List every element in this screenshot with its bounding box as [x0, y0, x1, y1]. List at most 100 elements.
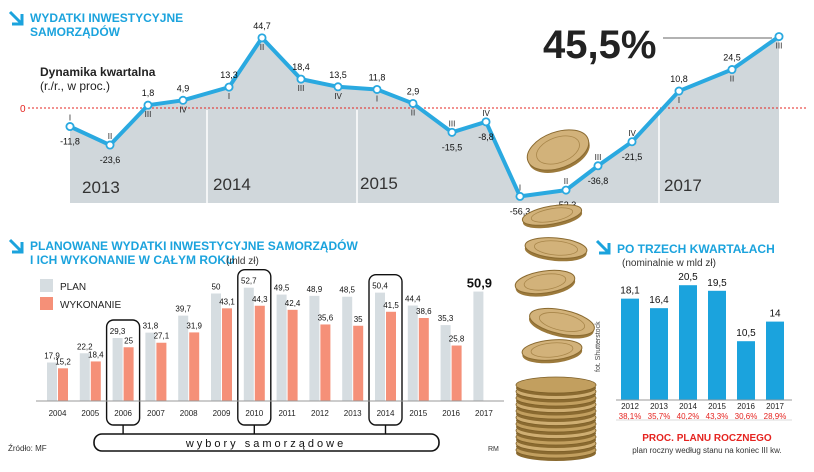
bar-exec: [156, 342, 167, 401]
q3-bar-label: 18,1: [620, 286, 640, 297]
q3-percent-label: 40,2%: [677, 412, 700, 421]
q3-percent-label: 35,7%: [648, 412, 671, 421]
q3-x-tick-label: 2016: [737, 402, 755, 411]
coin-icon: [529, 307, 595, 339]
q3-bar: [708, 290, 726, 400]
line-value-label: 13,3: [220, 70, 238, 80]
x-tick-label: 2007: [147, 409, 165, 418]
top-subtitle-line1: Dynamika kwartalna: [40, 65, 156, 79]
bar-plan-label: 22,2: [77, 342, 93, 351]
q3-x-tick-label: 2015: [708, 402, 726, 411]
election-label: wybory samorządowe: [185, 438, 346, 450]
line-point: [727, 65, 737, 75]
x-tick-label: 2014: [377, 409, 395, 418]
quarter-label: III: [776, 42, 783, 51]
coin-icon: [524, 237, 588, 262]
line-point: [627, 137, 637, 147]
x-tick-label: 2009: [213, 409, 231, 418]
bar-plan: [112, 338, 123, 401]
line-value-label: -56,3: [510, 206, 531, 216]
bar-plan-label: 49,5: [274, 284, 290, 293]
bar-exec-label: 44,3: [252, 295, 268, 304]
year-dividers: [206, 110, 660, 204]
quarter-label: I: [519, 183, 521, 192]
bar-plan: [145, 332, 156, 401]
q3-x-tick-label: 2013: [650, 402, 668, 411]
line-point: [481, 117, 491, 127]
line-points: I-11,8 II-23,6III1,8IV4,9I13,3II44,7III18…: [60, 21, 784, 216]
x-tick-label: 2016: [442, 409, 460, 418]
quarter-label: IV: [482, 109, 490, 118]
line-value-label: -8,8: [478, 132, 494, 142]
q3-bar: [737, 341, 755, 400]
quarter-label: II: [260, 43, 264, 52]
line-value-label: 1,8: [142, 88, 155, 98]
bar-exec-label: 15,2: [55, 357, 71, 366]
line-point: [774, 32, 784, 42]
line-point: [224, 82, 234, 92]
q3-bar-label: 19,5: [707, 278, 727, 289]
highlight-percent: 45,5%: [543, 23, 656, 67]
line-value-label: -21,5: [622, 152, 643, 162]
coin-icon: [514, 269, 576, 297]
top-subtitle-line2: (r./r., w proc.): [40, 79, 110, 93]
bar-exec-label: 18,4: [88, 350, 104, 359]
year-label: 2013: [82, 178, 120, 197]
coin-icon: [521, 204, 583, 229]
quarter-label: I: [678, 96, 680, 105]
bottom-left-header: PLANOWANE WYDATKI INWESTYCYJNE SAMORZĄDÓ…: [8, 238, 358, 267]
line-value-label: -15,5: [442, 142, 463, 152]
q3-x-tick-label: 2012: [621, 402, 639, 411]
coin-stack-illustration: fot. Shutterstock: [514, 129, 602, 461]
top-header: WYDATKI INWESTYCYJNE SAMORZĄDÓW Dynamika…: [8, 10, 183, 93]
bar-plan-label: 48,9: [307, 285, 323, 294]
quarter-label: III: [449, 119, 456, 128]
bar-plan: [243, 287, 254, 401]
bar-exec: [451, 345, 462, 401]
quarter-label: IV: [334, 92, 342, 101]
bar-plan-label: 50: [212, 283, 221, 292]
bar-exec: [353, 325, 364, 401]
line-point: [105, 140, 115, 150]
x-tick-label: 2017: [475, 409, 493, 418]
line-point: [515, 191, 525, 201]
q3-bar-label: 16,4: [649, 295, 669, 306]
bl-title-line2: I ICH WYKONANIE W CAŁYM ROKU: [30, 253, 235, 267]
bar-exec-label: 31,9: [186, 321, 202, 330]
quarter-label: IV: [179, 105, 187, 114]
bar-plan: [276, 294, 287, 401]
author-credit: RM: [488, 446, 499, 453]
bl-title-line1: PLANOWANE WYDATKI INWESTYCYJNE SAMORZĄDÓ…: [30, 238, 358, 253]
quarter-label: II: [564, 177, 568, 186]
bar-exec-label: 35: [354, 315, 363, 324]
bar-plan-label: 31,8: [143, 322, 159, 331]
x-tick-label: 2005: [81, 409, 99, 418]
legend-swatch-exec: [40, 297, 53, 310]
line-point: [674, 86, 684, 96]
q3-percent-label: 43,3%: [706, 412, 729, 421]
x-tick-label: 2008: [180, 409, 198, 418]
x-tick-label: 2010: [245, 409, 263, 418]
quarter-label: III: [595, 153, 602, 162]
bar-plan: [407, 305, 418, 401]
arrow-down-right-icon: [595, 239, 611, 255]
bar-plan: [211, 293, 221, 401]
x-tick-label: 2011: [278, 409, 296, 418]
bar-plan-label: 50,4: [372, 282, 388, 291]
bar-exec-label: 35,6: [318, 313, 334, 322]
bar-exec-label: 25,8: [449, 335, 465, 344]
election-year-frame: [368, 273, 403, 426]
bar-plan: [473, 291, 484, 401]
quarter-label: II: [108, 132, 112, 141]
line-point: [178, 95, 188, 105]
year-labels: 2013 2014 2015 2017: [82, 174, 702, 197]
annual-bar-chart: 17,915,2 2004 22,218,4 2005 29,325 2006 31,827…: [44, 268, 493, 434]
line-point: [257, 33, 267, 43]
bar-plan: [342, 296, 353, 401]
line-point: [593, 161, 603, 171]
bar-plan-label: 35,3: [438, 314, 454, 323]
line-point: [447, 127, 457, 137]
line-value-label: 11,8: [369, 72, 386, 82]
